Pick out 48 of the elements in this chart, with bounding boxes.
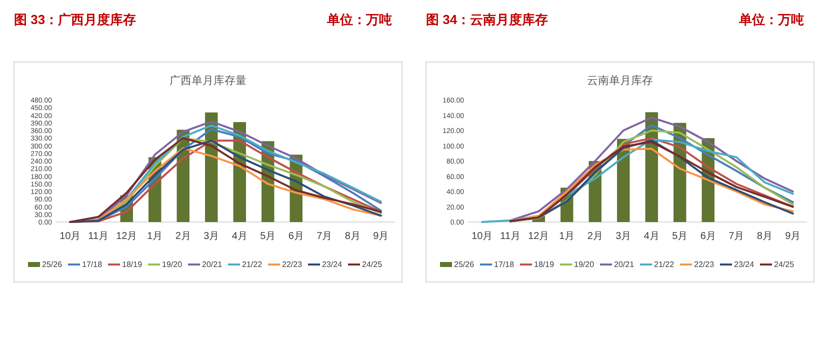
x-tick-label: 1月 — [559, 231, 575, 242]
legend-label: 21/22 — [242, 260, 263, 269]
x-tick-label: 3月 — [616, 231, 632, 242]
x-tick-label: 9月 — [785, 231, 801, 242]
legend-label: 20/21 — [614, 260, 635, 269]
text: 单位：万吨 — [326, 12, 392, 27]
legend-label: 24/25 — [362, 260, 383, 269]
legend-label: 19/20 — [574, 260, 595, 269]
x-tick-label: 5月 — [260, 231, 276, 242]
legend-label: 22/23 — [282, 260, 303, 269]
legend-label: 19/20 — [162, 260, 183, 269]
legend-label: 18/19 — [534, 260, 555, 269]
x-tick-label: 2月 — [587, 231, 603, 242]
legend-label: 25/26 — [42, 260, 63, 269]
legend-label: 17/18 — [494, 260, 515, 269]
x-tick-label: 1月 — [147, 231, 163, 242]
x-tick-label: 4月 — [232, 231, 248, 242]
x-tick-label: 7月 — [316, 231, 332, 242]
legend-label: 17/18 — [82, 260, 103, 269]
chart-subtitle: 图 33：广西月度库存 — [14, 12, 136, 27]
x-tick-label: 8月 — [344, 231, 360, 242]
x-tick-label: 9月 — [373, 231, 389, 242]
x-tick-label: 10月 — [472, 231, 493, 242]
text: 单位：万吨 — [738, 12, 804, 27]
legend-label: 18/19 — [122, 260, 143, 269]
legend-label: 23/24 — [322, 260, 343, 269]
x-tick-label: 11月 — [88, 231, 109, 242]
x-tick-label: 4月 — [644, 231, 660, 242]
x-tick-label: 3月 — [204, 231, 220, 242]
x-tick-label: 7月 — [728, 231, 744, 242]
legend-label: 23/24 — [734, 260, 755, 269]
chart-title: 广西单月库存量 — [170, 74, 246, 87]
x-tick-label: 2月 — [175, 231, 191, 242]
legend-label: 20/21 — [202, 260, 223, 269]
x-tick-label: 6月 — [288, 231, 304, 242]
chart-subtitle: 图 34：云南月度库存 — [426, 12, 548, 27]
legend-label: 21/22 — [654, 260, 675, 269]
legend-label: 25/26 — [454, 260, 475, 269]
x-tick-label: 12月 — [528, 231, 550, 242]
x-tick-label: 8月 — [756, 231, 772, 242]
legend-label: 24/25 — [774, 260, 795, 269]
legend-label: 22/23 — [694, 260, 715, 269]
x-tick-label: 10月 — [60, 231, 81, 242]
x-tick-label: 6月 — [700, 231, 716, 242]
x-tick-label: 5月 — [672, 231, 688, 242]
chart-title: 云南单月库存 — [587, 74, 653, 87]
x-tick-label: 11月 — [500, 231, 521, 242]
x-tick-label: 12月 — [116, 231, 138, 242]
